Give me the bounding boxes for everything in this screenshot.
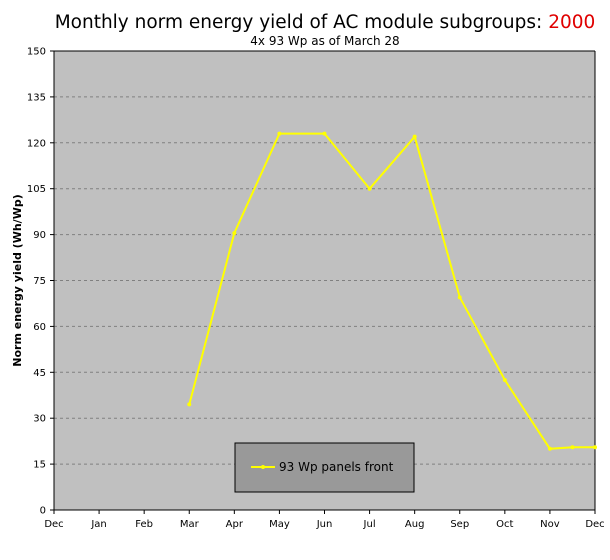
y-tick-label: 15 [33,460,46,471]
y-tick-label: 150 [27,47,46,58]
x-tick-label: Feb [135,519,153,530]
y-tick-label: 30 [33,414,46,425]
legend[interactable]: 93 Wp panels front [234,442,415,493]
x-tick-label: Dec [585,519,604,530]
x-tick-label: Jan [90,519,106,530]
y-tick-label: 60 [33,322,46,333]
data-point [457,295,462,300]
legend-swatch-marker [261,465,265,469]
series-layer [187,131,597,451]
chart-subtitle: 4x 93 Wp as of March 28 [250,34,399,48]
y-axis-label: Norm energy yield (Wh/Wp) [11,194,24,366]
y-tick-labels: 0 15 30 45 60 75 90 105 120 135 150 [27,47,46,517]
x-tick-label: Jun [316,519,333,530]
y-tick-label: 105 [27,184,46,195]
x-tick-label: Sep [450,519,469,530]
x-tick-label: Apr [226,519,244,530]
chart-title: Monthly norm energy yield of AC module s… [55,12,596,33]
axes [50,50,596,514]
data-point [277,131,282,136]
x-tick-label: Oct [496,519,513,530]
x-tick-label: Aug [405,519,425,530]
data-point [232,231,237,236]
data-point [322,131,327,136]
data-point [570,445,575,450]
y-tick-label: 90 [33,230,46,241]
data-point [367,186,372,191]
y-tick-label: 75 [33,276,46,287]
data-point [593,445,597,450]
data-point [187,402,192,407]
x-tick-label: Jul [363,519,376,530]
x-tick-label: Mar [180,519,200,530]
data-point [502,377,507,382]
chart-title-year: 2000 [548,12,595,33]
y-tick-label: 45 [33,368,46,379]
y-tick-label: 135 [27,92,46,103]
x-tick-label: May [269,519,290,530]
y-tick-label: 0 [40,506,46,517]
x-tick-labels: Dec Jan Feb Mar Apr May Jun Jul Aug Sep Oct Nov Dec [44,519,604,530]
chart-title-main: Monthly norm energy yield of AC module s… [55,12,543,33]
x-tick-label: Dec [44,519,63,530]
legend-label: 93 Wp panels front [279,460,394,474]
data-point [547,446,552,451]
x-tick-label: Nov [540,519,560,530]
data-point [412,134,417,139]
y-tick-label: 120 [27,138,46,149]
